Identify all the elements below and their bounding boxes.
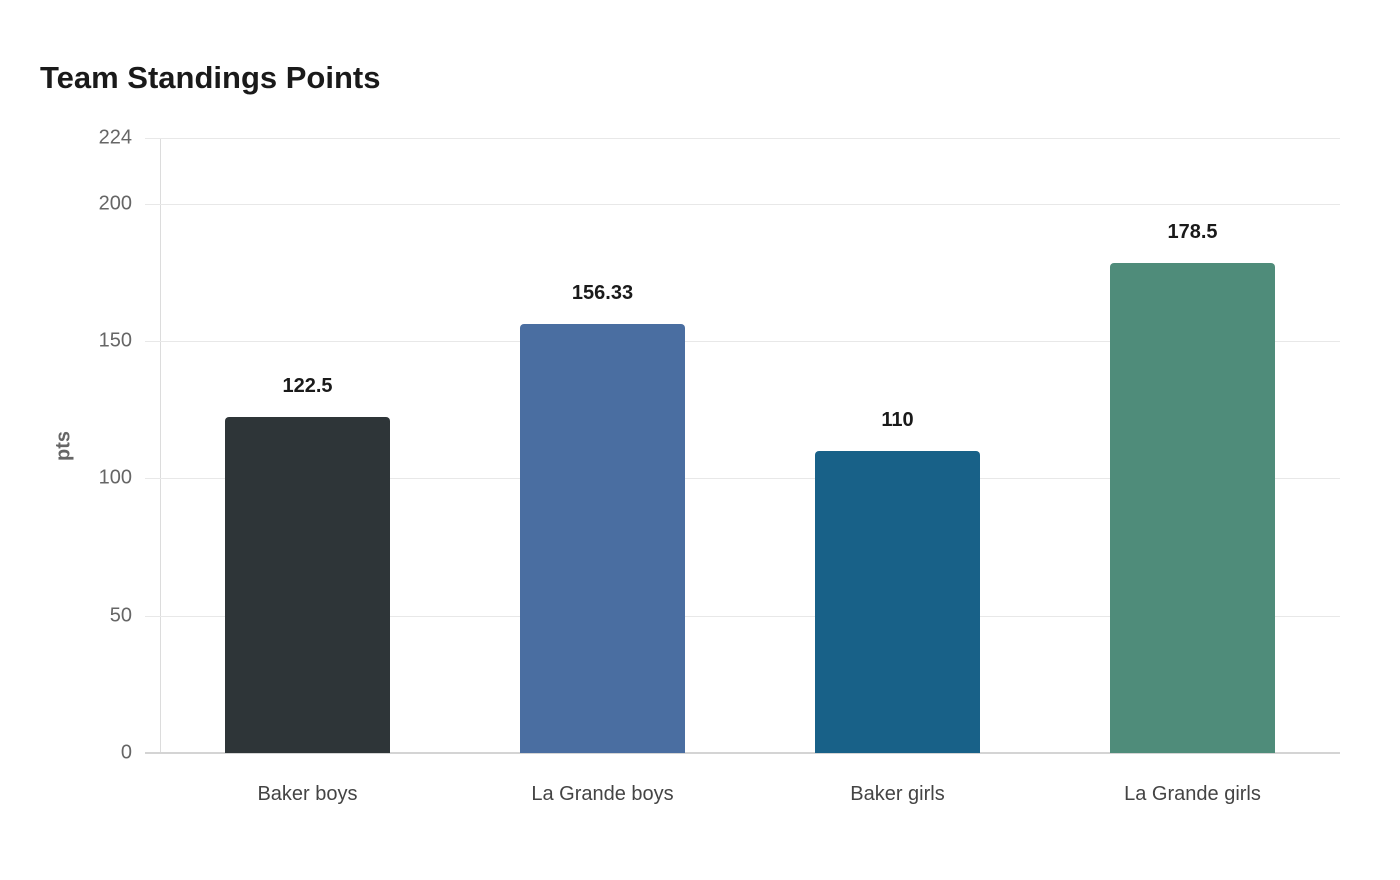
y-tick-label: 200 [98,192,132,215]
y-tick-label: 0 [120,741,132,764]
bar-value-label: 178.5 [1167,220,1218,243]
gridline [145,615,1340,617]
x-tick-label: La Grande boys [531,783,674,805]
y-tick-label: 150 [98,329,132,352]
bar-la-grande-boys[interactable] [520,323,685,753]
x-axis-line [145,752,1340,754]
bar-baker-girls[interactable] [815,451,980,753]
bar-value-label: 122.5 [282,374,333,397]
bar-value-label: 110 [881,408,914,431]
y-tick-label: 50 [109,604,132,627]
y-axis-line [160,138,161,753]
x-tick-label: Baker boys [257,783,358,805]
x-tick-label: Baker girls [850,783,945,805]
y-tick-label: 224 [98,126,132,149]
y-axis-label: pts [52,431,75,461]
plot-area: 122.5 156.33 110 178.5 [145,138,1340,754]
gridline [145,138,1340,139]
gridline [145,203,1340,205]
bar-baker-boys[interactable] [225,416,390,753]
gridline [145,341,1340,343]
x-tick-label: La Grande girls [1124,783,1261,805]
gridline [145,478,1340,480]
chart-title: Team Standings Points [40,60,381,95]
bar-value-label: 156.33 [571,281,634,304]
y-tick-label: 100 [98,466,132,489]
bar-la-grande-girls[interactable] [1110,262,1275,753]
